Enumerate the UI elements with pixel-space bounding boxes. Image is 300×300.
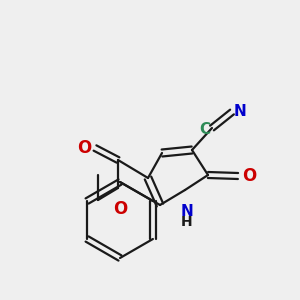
Text: N: N (234, 103, 247, 118)
Text: C: C (199, 122, 210, 136)
Text: O: O (77, 139, 91, 157)
Text: N: N (181, 204, 194, 219)
Text: O: O (242, 167, 256, 185)
Text: O: O (113, 200, 127, 218)
Text: H: H (181, 215, 193, 229)
